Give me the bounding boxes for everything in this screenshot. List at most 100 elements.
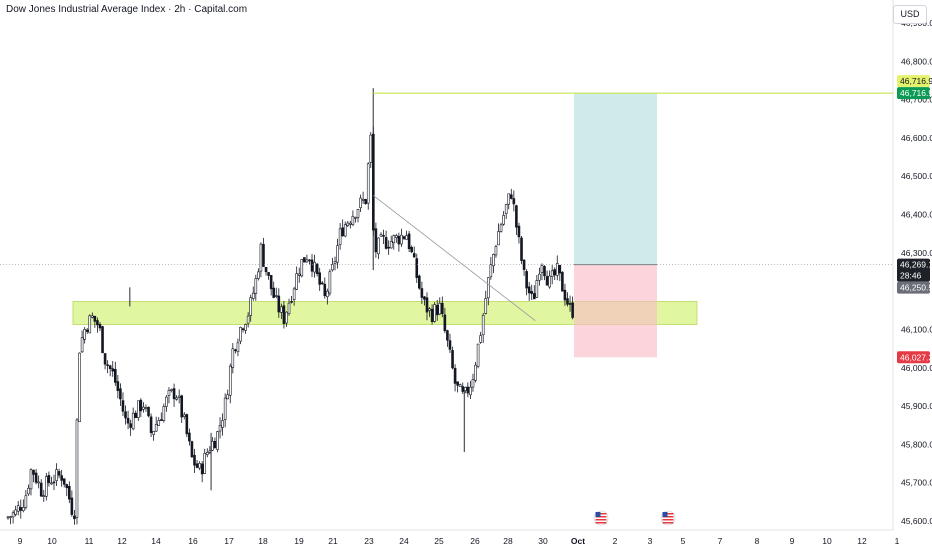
candle (134, 410, 138, 419)
candle (292, 286, 296, 306)
time-tick-label: 12 (117, 536, 127, 546)
time-tick-label: 11 (85, 536, 94, 546)
us-flag-icon[interactable] (660, 510, 676, 526)
candle (456, 381, 459, 393)
svg-text:46,027.3: 46,027.3 (900, 352, 932, 362)
candle (343, 221, 347, 238)
stop-price-label[interactable]: 46,027.3 (897, 351, 932, 364)
candle (364, 198, 367, 205)
events-layer[interactable] (593, 510, 676, 526)
entry-price-label[interactable]: 46,250.5 (897, 281, 932, 294)
candle (497, 223, 500, 246)
price-axis[interactable]: 45,600.0 45,700.0 45,800.0 45,900.0 46,000.0… (897, 18, 932, 526)
trendline[interactable] (372, 195, 536, 321)
candle (216, 430, 219, 453)
candle (37, 475, 40, 489)
target-price-label[interactable]: 46,716.9 (897, 87, 932, 100)
candle (39, 479, 43, 497)
candle (73, 509, 76, 525)
candle (9, 515, 12, 525)
candle (527, 281, 531, 301)
candle (430, 304, 434, 325)
candle (226, 389, 230, 400)
candle (180, 394, 184, 423)
candle (264, 266, 268, 276)
time-tick-label: 30 (538, 536, 548, 546)
price-tick-label: 45,800.0 (901, 439, 932, 449)
candle (205, 448, 209, 458)
bar-countdown: 28:46 (900, 271, 922, 281)
demand-zone[interactable] (72, 301, 698, 325)
candle (338, 223, 342, 250)
candle (88, 314, 92, 334)
candle (203, 448, 207, 474)
svg-text:46,250.5: 46,250.5 (900, 283, 932, 293)
time-tick-label: 9 (18, 536, 23, 546)
candle (517, 222, 521, 244)
candle (60, 469, 63, 487)
candle (512, 190, 516, 212)
price-tick-label: 45,700.0 (901, 478, 932, 488)
candle (469, 380, 472, 399)
candle (486, 277, 490, 306)
candle (377, 237, 380, 260)
price-tick-label: 46,400.0 (901, 210, 932, 220)
time-tick-label: 8 (755, 536, 760, 546)
candle (259, 242, 263, 278)
candle (331, 257, 334, 272)
candle (410, 245, 413, 254)
candle (458, 383, 462, 387)
candle (308, 259, 311, 265)
long-position-tool[interactable] (574, 93, 657, 358)
candle (295, 266, 298, 291)
candle (200, 460, 204, 483)
candle (287, 298, 291, 316)
candle (62, 478, 66, 488)
candle (489, 256, 493, 280)
candle (241, 327, 245, 333)
price-tick-label: 46,700.0 (901, 95, 932, 105)
candle (55, 463, 58, 487)
profit-zone[interactable] (574, 93, 657, 265)
time-tick-label: 1 (895, 536, 900, 546)
candle (474, 362, 477, 383)
candle (382, 229, 385, 245)
candle (16, 500, 20, 516)
candle (34, 468, 38, 485)
candle (32, 469, 35, 483)
drawings-layer[interactable] (0, 92, 893, 321)
time-tick-label: 24 (399, 536, 409, 546)
time-tick-label: 17 (224, 536, 234, 546)
candle (239, 326, 242, 345)
candle (195, 460, 199, 469)
candle (525, 269, 528, 296)
candle (190, 440, 194, 459)
candle (119, 383, 122, 406)
candle (545, 270, 549, 286)
candle (397, 232, 401, 252)
candle (507, 193, 511, 210)
candle (159, 412, 163, 421)
candle (555, 255, 559, 281)
candle (27, 484, 30, 496)
stop-zone[interactable] (574, 264, 657, 358)
last-price-label[interactable]: 46,269.128:46 (897, 258, 932, 282)
time-tick-label: 25 (434, 536, 444, 546)
candle (111, 361, 115, 377)
candle (502, 211, 505, 226)
candle (438, 297, 442, 316)
candle (428, 307, 431, 317)
candle (479, 331, 482, 344)
candle (277, 288, 281, 318)
target-line-price-label[interactable]: 46,716.9 (897, 75, 932, 88)
candle (466, 382, 470, 398)
time-axis[interactable]: 9 10 11 12 14 16 17 18 19 21 23 24 25 26 28 30 Oct 2 3 5 7 8 9… (18, 536, 900, 546)
candle (415, 253, 419, 284)
candle (106, 360, 109, 374)
candle (57, 468, 61, 479)
currency-button[interactable]: USD (893, 5, 927, 24)
us-flag-icon[interactable] (593, 510, 609, 526)
candle (272, 281, 275, 299)
candle (366, 162, 370, 210)
